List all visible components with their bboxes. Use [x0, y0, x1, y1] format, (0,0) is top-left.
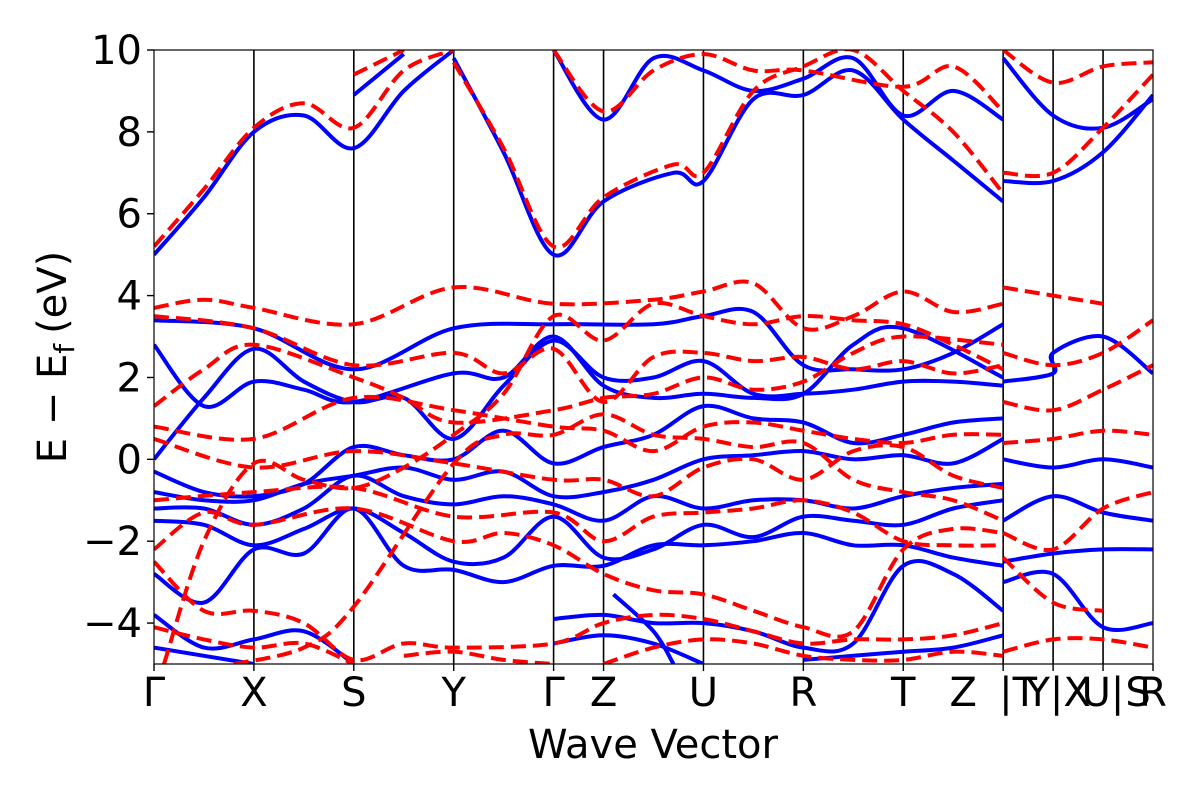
dashed-band-17: [1002, 285, 1104, 306]
y-tick-label-4: 4: [117, 274, 142, 320]
y-tick-label-5: 6: [117, 192, 142, 238]
y-tick-label-1: −2: [83, 519, 142, 565]
dashed-band-24: [1001, 50, 1153, 85]
dashed-band-11: [154, 560, 1004, 663]
x-tick-label-9: Z: [949, 670, 976, 716]
dashed-band-7: [154, 394, 1004, 454]
solid-band-17: [803, 633, 1004, 662]
solid-band-7: [154, 403, 1004, 499]
solid-band-11: [154, 506, 1004, 605]
x-tick-label-11: Y|X: [1024, 670, 1090, 716]
solid-band-8: [154, 437, 1005, 504]
dashed-band-0: [154, 50, 455, 248]
solid-band-20: [1002, 494, 1153, 523]
y-tick-label-2: 0: [117, 437, 142, 483]
dashed-band-23: [1001, 556, 1104, 613]
dashed-band-3: [552, 50, 1005, 114]
dashed-band-6: [154, 334, 1004, 425]
y-axis-label-main: E − E: [30, 354, 76, 464]
y-axis-label-subscript: f: [48, 343, 81, 354]
x-axis: Γ X S Y Γ Z U R T Z |TY|XU| SR: [143, 664, 1167, 716]
plot-frame: [153, 49, 1154, 665]
dashed-band-5: [154, 314, 1004, 404]
solid-band-16: [612, 592, 676, 664]
x-tick-label-4: Γ: [542, 670, 565, 716]
x-tick-label-8: T: [890, 670, 916, 716]
solid-band-4: [154, 306, 1005, 373]
x-tick-label-1: X: [240, 670, 267, 716]
solid-band-23: [1001, 56, 1153, 131]
dashed-band-21: [1002, 490, 1153, 552]
dashed-band-19: [1002, 363, 1153, 413]
dashed-band-20: [1002, 428, 1153, 445]
dashed-band-10: [154, 506, 1004, 639]
x-tick-label-2: S: [341, 670, 366, 716]
dashed-band-22: [1002, 636, 1153, 654]
solid-band-15: [553, 633, 705, 664]
y-tick-label-3: 2: [117, 355, 142, 401]
x-tick-label-10: |T: [999, 670, 1037, 716]
solid-band-18: [1002, 333, 1153, 384]
solid-band-0: [154, 50, 455, 257]
solid-band-3: [551, 50, 1005, 122]
solid-band-24: [1003, 93, 1153, 186]
solid-band-21: [1002, 547, 1153, 564]
x-tick-label-0: Γ: [143, 670, 166, 716]
x-tick-label-14: R: [1139, 670, 1167, 716]
kpoint-divider-lines: [253, 50, 1104, 664]
solid-band-9: [154, 473, 1004, 527]
solid-band-1: [352, 52, 406, 97]
dashed-band-12: [154, 625, 355, 664]
solid-band-22: [1002, 569, 1153, 633]
band-lines: [154, 50, 1153, 664]
x-tick-label-6: U: [689, 670, 718, 716]
solid-band-10: [154, 498, 1004, 567]
dashed-band-1: [352, 50, 405, 77]
dashed-band-4: [154, 279, 1004, 332]
dashed-band-8: [154, 436, 1004, 499]
y-tick-label-0: −4: [83, 601, 142, 647]
y-axis-label: E − Ef (eV): [30, 251, 81, 464]
x-tick-label-5: Z: [590, 670, 617, 716]
dashed-band-14: [403, 649, 554, 664]
y-tick-label-7: 10: [91, 28, 142, 74]
y-tick-label-6: 8: [117, 110, 142, 156]
dashed-band-2: [451, 50, 1005, 250]
x-tick-label-7: R: [789, 670, 817, 716]
y-axis: −4 −2 0 2 4 6 8 10: [83, 28, 154, 647]
x-axis-label: Wave Vector: [528, 722, 779, 768]
y-axis-label-unit: (eV): [30, 251, 76, 334]
dashed-band-15: [233, 412, 1004, 664]
x-tick-label-13: S: [1125, 670, 1150, 716]
dashed-band-25: [1002, 73, 1153, 179]
x-tick-label-12: U|: [1082, 670, 1125, 716]
dashed-band-18: [1002, 318, 1153, 368]
dashed-band-13: [602, 637, 1004, 664]
solid-band-19: [1002, 457, 1153, 470]
solid-band-6: [154, 338, 1004, 461]
solid-band-14: [553, 559, 1005, 654]
x-tick-label-3: Y: [440, 670, 466, 716]
dashed-band-16: [162, 301, 1004, 664]
solid-band-2: [451, 57, 1005, 258]
